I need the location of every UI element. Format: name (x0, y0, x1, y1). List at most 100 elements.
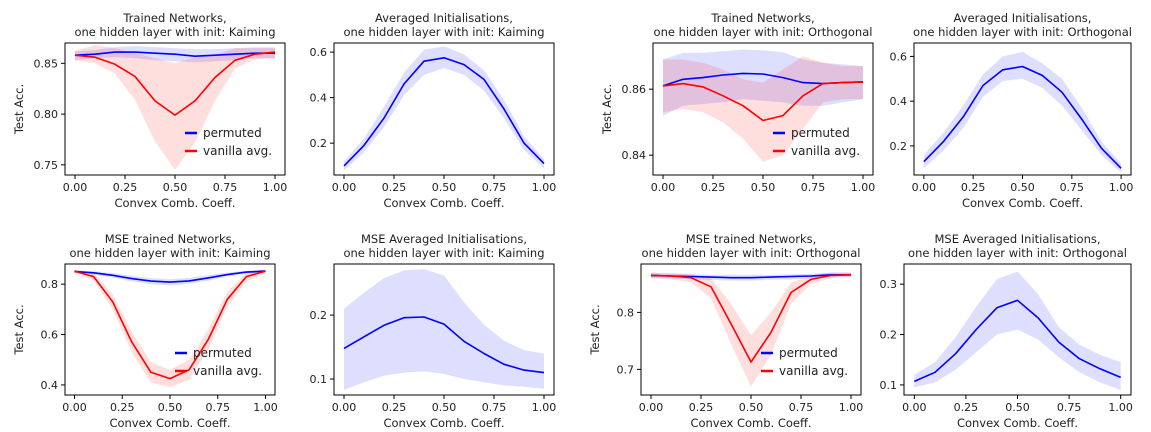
x-tick-label: 0.25 (701, 181, 726, 194)
x-tick-label: 0.75 (801, 181, 826, 194)
y-tick-label: 0.80 (34, 108, 59, 121)
x-tick-label: 0.50 (158, 401, 183, 414)
x-tick-label: 0.00 (912, 181, 937, 194)
x-tick-label: 0.25 (113, 181, 138, 194)
subplot-title: Averaged Initialisations, (954, 11, 1092, 25)
y-tick-label: 0.1 (310, 373, 328, 386)
subplot-title: MSE Averaged Initialisations, (361, 232, 527, 246)
x-tick-label: 0.25 (110, 401, 135, 414)
x-tick-label: 0.00 (332, 181, 357, 194)
x-tick-label: 1.00 (1109, 181, 1134, 194)
subplot-title: MSE trained Networks, (686, 232, 817, 246)
y-tick-label: 0.86 (622, 83, 647, 96)
x-tick-label: 1.00 (1108, 401, 1133, 414)
subplot-title: Averaged Initialisations, (375, 11, 513, 25)
x-axis-label: Convex Comb. Coeff. (114, 196, 235, 210)
series-line-1 (74, 270, 266, 380)
y-tick-label: 0.6 (890, 50, 908, 63)
y-tick-label: 0.3 (880, 278, 898, 291)
x-tick-label: 1.00 (532, 401, 557, 414)
x-axis-label: Convex Comb. Coeff. (383, 196, 504, 210)
x-tick-label: 0.00 (332, 401, 357, 414)
subplot-1: 0.00 0.25 0.50 0.75 1.00 0.2 0.4 0.6 Averaged In… (310, 11, 557, 210)
subplot-title: one hidden layer with init: Orthogonal (913, 25, 1132, 39)
y-tick-label: 0.8 (41, 278, 59, 291)
confidence-band-0 (923, 51, 1122, 173)
subplot-title: one hidden layer with init: Orthogonal (908, 246, 1127, 260)
series-line-0 (74, 51, 275, 58)
y-tick-label: 0.2 (310, 309, 328, 322)
y-axis-label: Test Acc. (588, 304, 602, 355)
x-tick-label: 0.25 (689, 401, 714, 414)
x-tick-label: 1.00 (839, 401, 864, 414)
subplot-title: one hidden layer with init: Orthogonal (654, 25, 873, 39)
series-line-0 (913, 299, 1122, 383)
confidence-band-0 (344, 46, 544, 171)
subplot-title: one hidden layer with init: Kaiming (74, 25, 275, 39)
subplot-title: one hidden layer with init: Kaiming (343, 25, 544, 39)
x-tick-label: 0.00 (651, 181, 676, 194)
x-tick-label: 0.25 (382, 181, 407, 194)
y-tick-label: 0.6 (41, 329, 59, 342)
x-tick-label: 0.75 (482, 401, 507, 414)
y-tick-label: 0.7 (617, 363, 635, 376)
y-tick-label: 0.84 (622, 149, 647, 162)
x-axis-label: Convex Comb. Coeff. (690, 416, 811, 430)
y-tick-label: 0.6 (310, 46, 328, 59)
subplot-title: one hidden layer with init: Kaiming (69, 246, 270, 260)
x-tick-label: 0.00 (902, 401, 927, 414)
x-axis-label: Convex Comb. Coeff. (957, 416, 1078, 430)
y-tick-label: 0.2 (310, 137, 328, 150)
y-tick-label: 0.85 (34, 57, 59, 70)
y-tick-label: 0.2 (890, 140, 908, 153)
x-tick-label: 0.50 (1005, 401, 1030, 414)
x-tick-label: 0.50 (1010, 181, 1035, 194)
y-axis-label: Test Acc. (600, 84, 614, 135)
series-line-0 (74, 270, 266, 283)
y-tick-label: 0.2 (880, 329, 898, 342)
subplot-6: 0.00 0.25 0.50 0.75 1.00 0.7 0.8 MSE trained Ne… (588, 232, 863, 430)
x-tick-label: 0.50 (751, 181, 776, 194)
confidence-band-1 (75, 45, 275, 170)
subplot-title: MSE trained Networks, (105, 232, 236, 246)
y-tick-label: 0.4 (890, 95, 908, 108)
subplot-5: 0.00 0.25 0.50 0.75 1.00 0.1 0.2 MSE Averaged I… (310, 232, 557, 430)
series-line-0 (923, 65, 1122, 169)
legend-entry: vanilla avg. (791, 144, 860, 158)
x-tick-label: 0.75 (482, 181, 507, 194)
confidence-band-0 (344, 269, 544, 390)
x-tick-label: 1.00 (263, 181, 288, 194)
subplot-4: 0.00 0.25 0.50 0.75 1.00 0.4 0.6 0.8 MSE trained… (12, 232, 278, 430)
x-axis-label: Convex Comb. Coeff. (962, 196, 1083, 210)
x-tick-label: 0.75 (789, 401, 814, 414)
series-line-1 (650, 274, 852, 363)
x-tick-label: 0.25 (954, 401, 979, 414)
x-tick-label: 0.00 (62, 401, 87, 414)
y-tick-label: 0.8 (617, 306, 635, 319)
subplot-title: Trained Networks, (710, 11, 814, 25)
subplot-0: 0.00 0.25 0.50 0.75 1.00 0.75 0.80 0.85 Trained … (12, 11, 287, 210)
x-axis-label: Convex Comb. Coeff. (383, 416, 504, 430)
legend-entry: permuted (791, 126, 850, 140)
subplot-title: MSE Averaged Initialisations, (934, 232, 1100, 246)
confidence-band-1 (651, 272, 851, 387)
y-tick-label: 0.4 (310, 92, 328, 105)
confidence-band-0 (663, 49, 863, 116)
y-axis-label: Test Acc. (12, 84, 26, 135)
subplot-7: 0.00 0.25 0.50 0.75 1.00 0.1 0.2 0.3 MSE Average… (880, 232, 1133, 430)
y-tick-label: 0.1 (880, 379, 898, 392)
confidence-band-1 (74, 269, 266, 388)
legend-entry: permuted (193, 346, 252, 360)
series-line-1 (662, 81, 864, 122)
x-tick-label: 0.50 (432, 401, 457, 414)
legend-entry: permuted (203, 126, 262, 140)
x-tick-label: 0.75 (205, 401, 230, 414)
confidence-band-0 (651, 272, 851, 281)
x-tick-label: 1.00 (851, 181, 876, 194)
x-tick-label: 0.75 (1060, 181, 1085, 194)
x-tick-label: 0.00 (639, 401, 664, 414)
subplot-3: 0.00 0.25 0.50 0.75 1.00 0.2 0.4 0.6 Averaged In… (890, 11, 1134, 210)
series-line-0 (343, 56, 545, 167)
y-tick-label: 0.4 (41, 379, 59, 392)
